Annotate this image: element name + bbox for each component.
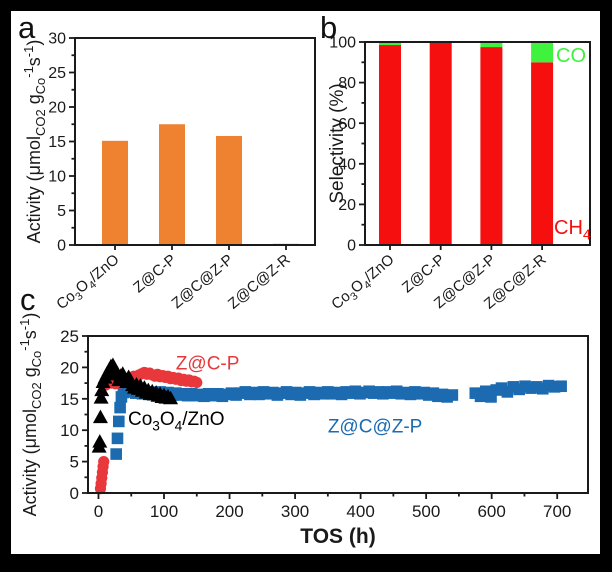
square-marker <box>501 386 514 398</box>
stack-0-bar-3 <box>531 62 554 245</box>
stack-0-bar-0 <box>379 45 401 245</box>
x-tick-label: 200 <box>215 502 243 521</box>
y-axis-title: Activity (μmolCO2 gCo-1s-1) <box>17 313 44 517</box>
x-tick-label: 100 <box>150 502 178 521</box>
x-tick-label: 700 <box>543 502 571 521</box>
square-marker <box>536 382 549 395</box>
square-marker <box>110 448 122 460</box>
x-axis-title: TOS (h) <box>300 525 375 548</box>
y-tick-label: 20 <box>48 100 66 117</box>
square-marker <box>519 380 531 393</box>
square-marker <box>555 380 567 393</box>
triangle-marker <box>163 390 179 405</box>
panel-letter-a: a <box>18 10 36 45</box>
triangle-marker <box>93 390 109 404</box>
triangle-marker <box>92 409 108 424</box>
y-tick-label: 80 <box>338 75 356 92</box>
square-marker <box>513 383 525 396</box>
square-marker <box>542 379 555 392</box>
y-tick-label: 60 <box>338 116 356 133</box>
y-tick-label: 0 <box>347 238 356 255</box>
stack-1-bar-3 <box>531 42 554 63</box>
y-tick-label: 20 <box>60 358 79 377</box>
x-tick-label: 400 <box>346 502 374 521</box>
y-axis-title: Selectivity (%) <box>327 83 348 203</box>
triangle-marker <box>92 434 108 448</box>
y-tick-label: 5 <box>57 203 66 220</box>
square-marker <box>525 382 537 394</box>
y-tick-label: 5 <box>70 453 79 472</box>
bar-0 <box>102 140 128 245</box>
stack-1-bar-0 <box>379 42 401 46</box>
circle-marker <box>191 376 203 389</box>
square-marker <box>485 391 497 403</box>
panel-letter-b: b <box>320 10 338 45</box>
ch4-series-label: CH4 <box>554 217 591 244</box>
square-marker <box>446 389 459 401</box>
y-tick-label: 20 <box>338 197 356 214</box>
chart-c-stability-scatter: Z@C@Z-P Z@C-P Co3O4/ZnO 0 5 10 15 20 25 Activity … <box>17 313 589 548</box>
y-tick-label: 0 <box>57 238 66 255</box>
triangle-marker <box>94 382 110 397</box>
y-tick-label: 15 <box>60 390 79 409</box>
circle-marker <box>98 456 110 468</box>
x-tick-label: 500 <box>412 502 440 521</box>
stack-1-bar-2 <box>480 42 503 48</box>
square-marker <box>111 432 124 445</box>
square-marker <box>495 382 508 394</box>
series-label-1: Z@C-P <box>176 353 240 374</box>
bar-1 <box>159 124 185 245</box>
square-marker <box>112 415 125 428</box>
y-tick-label: 30 <box>48 31 66 48</box>
panel-letter-c: c <box>20 282 36 317</box>
y-axis-title: Activity (μmolCO2 gCo-1s-1) <box>21 40 48 244</box>
square-marker <box>114 401 126 414</box>
y-tick-label: 10 <box>48 169 66 186</box>
y-tick-label: 40 <box>338 156 356 173</box>
series-label-0: Z@C@Z-P <box>328 417 423 438</box>
series-label-2: Co3O4/ZnO <box>128 409 225 433</box>
y-tick-label: 10 <box>60 421 79 440</box>
x-tick-label: 600 <box>477 502 505 521</box>
stack-0-bar-2 <box>480 47 503 246</box>
y-tick-label: 25 <box>60 327 79 346</box>
y-tick-label: 25 <box>48 65 66 82</box>
y-tick-label: 0 <box>70 484 79 503</box>
square-marker <box>548 381 561 393</box>
y-tick-label: 15 <box>48 134 66 151</box>
y-tick-label: 100 <box>329 35 356 52</box>
stack-0-bar-1 <box>429 42 452 245</box>
bar-2 <box>216 135 242 245</box>
co-series-label: CO <box>556 45 586 67</box>
x-tick-label: 300 <box>281 502 309 521</box>
square-marker <box>507 381 520 393</box>
square-marker <box>531 381 543 393</box>
series-2 <box>91 357 179 453</box>
x-tick-label: 0 <box>94 502 103 521</box>
